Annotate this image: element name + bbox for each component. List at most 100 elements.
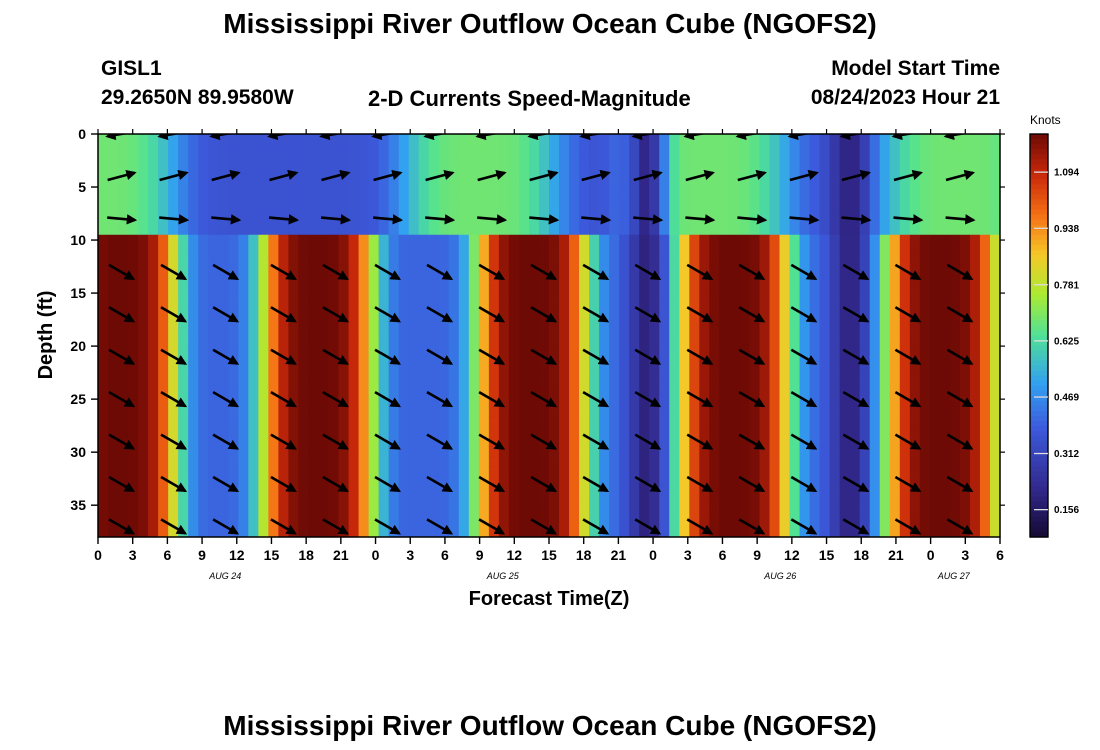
heatmap-cell (308, 164, 320, 175)
heatmap-cell (128, 204, 139, 216)
heatmap-cell (719, 174, 730, 185)
heatmap-cell (458, 395, 470, 407)
heatmap-cell (238, 244, 249, 256)
heatmap-cell (468, 345, 480, 357)
heatmap-cell (148, 194, 159, 206)
heatmap-cell (669, 174, 680, 185)
heatmap-cell (98, 134, 109, 145)
heatmap-cell (438, 234, 450, 246)
heatmap-cell (228, 516, 239, 528)
heatmap-cell (428, 214, 440, 226)
heatmap-cell (569, 385, 580, 397)
heatmap-cell (569, 446, 580, 457)
current-arrow (374, 433, 402, 450)
heatmap-cell (869, 244, 881, 256)
heatmap-cell (829, 416, 841, 427)
heatmap-cell (709, 305, 720, 316)
heatmap-cell (278, 144, 290, 155)
heatmap-cell (208, 406, 219, 417)
heatmap-cell (909, 416, 921, 427)
heatmap-cell (639, 466, 650, 478)
heatmap-cell (268, 355, 279, 367)
heatmap-cell (378, 355, 390, 367)
heatmap-cell (569, 375, 580, 387)
heatmap-cell (428, 486, 440, 498)
heatmap-cell (468, 416, 480, 427)
heatmap-cell (719, 416, 730, 427)
heatmap-cell (559, 476, 570, 488)
heatmap-cell (178, 335, 189, 347)
heatmap-cell (478, 275, 490, 286)
heatmap-cell (178, 426, 189, 437)
heatmap-cell (288, 305, 300, 316)
heatmap-cell (208, 154, 219, 165)
heatmap-cell (298, 174, 310, 185)
heatmap-cell (899, 446, 911, 457)
heatmap-cell (849, 506, 861, 518)
heatmap-cell (699, 506, 710, 518)
heatmap-cell (649, 456, 660, 468)
heatmap-cell (528, 385, 540, 397)
heatmap-cell (559, 325, 570, 337)
heatmap-cell (118, 164, 129, 175)
heatmap-cell (408, 496, 420, 508)
heatmap-cell (218, 134, 229, 145)
heatmap-cell (889, 214, 901, 226)
heatmap-cell (889, 355, 901, 367)
heatmap-cell (178, 254, 189, 266)
heatmap-cell (659, 325, 670, 337)
heatmap-cell (689, 184, 700, 196)
heatmap-cell (859, 375, 871, 387)
heatmap-cell (959, 446, 971, 457)
heatmap-cell (959, 476, 971, 488)
heatmap-cell (889, 224, 901, 236)
heatmap-cell (438, 516, 450, 528)
heatmap-cell (358, 234, 370, 246)
heatmap-cell (629, 184, 640, 196)
heatmap-cell (869, 144, 881, 155)
heatmap-cell (118, 466, 129, 478)
heatmap-cell (989, 264, 1000, 276)
heatmap-cell (388, 426, 400, 437)
heatmap-cell (979, 355, 991, 367)
heatmap-cell (328, 486, 340, 498)
heatmap-cell (498, 406, 510, 417)
heatmap-cell (518, 214, 530, 226)
heatmap-cell (378, 385, 390, 397)
heatmap-cell (739, 194, 751, 206)
heatmap-cell (518, 134, 530, 145)
heatmap-cell (869, 335, 881, 347)
heatmap-cell (929, 264, 941, 276)
heatmap-cell (268, 335, 279, 347)
heatmap-cell (538, 264, 550, 276)
heatmap-cell (589, 285, 600, 296)
heatmap-cell (579, 365, 590, 377)
heatmap-cell (398, 395, 410, 407)
heatmap-cell (238, 214, 249, 226)
heatmap-cell (498, 264, 510, 276)
heatmap-cell (929, 395, 941, 407)
heatmap-cell (709, 194, 720, 206)
heatmap-cell (669, 325, 680, 337)
heatmap-cell (338, 426, 350, 437)
heatmap-cell (198, 456, 209, 468)
heatmap-cell (899, 305, 911, 316)
heatmap-cell (478, 375, 490, 387)
heatmap-cell (488, 254, 500, 266)
date-label: AUG 26 (763, 571, 796, 581)
heatmap-cell (729, 305, 741, 316)
heatmap-cell (989, 426, 1000, 437)
heatmap-cell (589, 204, 600, 216)
heatmap-cell (839, 486, 851, 498)
heatmap-cell (448, 174, 460, 185)
heatmap-cell (719, 516, 730, 528)
heatmap-cell (128, 426, 139, 437)
heatmap-cell (358, 315, 370, 327)
heatmap-cell (739, 486, 751, 498)
heatmap-cell (258, 496, 269, 508)
heatmap-cell (508, 496, 520, 508)
heatmap-cell (368, 466, 380, 478)
heatmap-cell (308, 144, 320, 155)
heatmap-cell (639, 325, 650, 337)
heatmap-cell (679, 184, 690, 196)
